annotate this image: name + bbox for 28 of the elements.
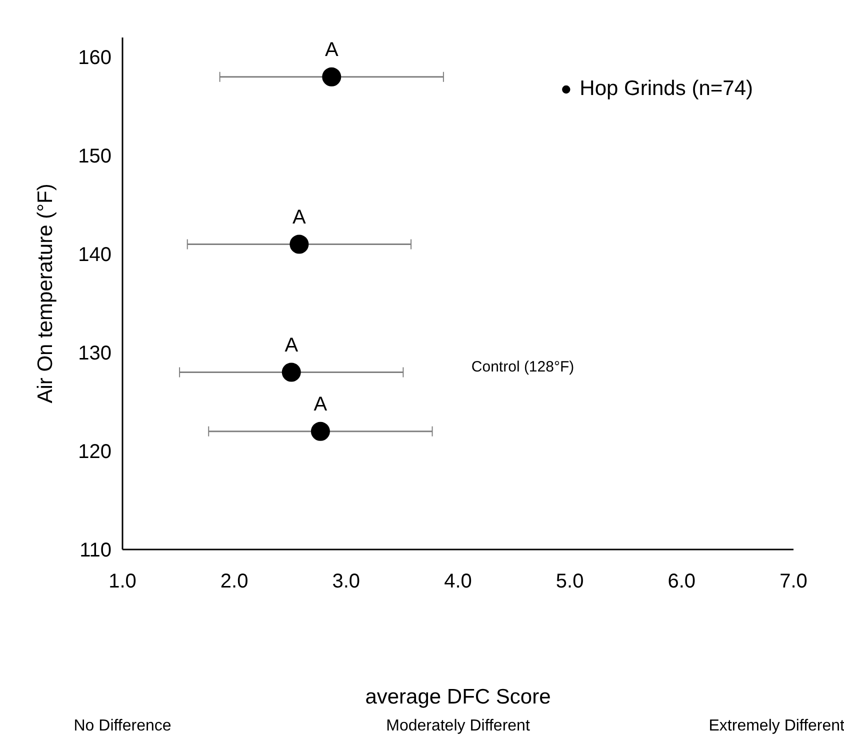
y-tick-label: 110 <box>80 540 112 562</box>
annotation: A <box>314 393 328 416</box>
x-tick-label: 4.0 <box>444 570 472 592</box>
point <box>290 234 309 254</box>
x-tick-label: 6.0 <box>668 570 696 592</box>
x-tick-label: 2.0 <box>220 570 248 592</box>
y-tick-label: 130 <box>78 342 112 365</box>
legend-label: Hop Grinds (n=74) <box>580 77 753 101</box>
annotation: A <box>324 38 339 61</box>
annotation: Control (128°F) <box>471 358 574 376</box>
y-tick-label: 160 <box>78 47 112 70</box>
y-tick-label: 150 <box>78 146 112 168</box>
point <box>282 362 301 382</box>
text: No Difference <box>74 718 172 734</box>
text: Moderately Different <box>386 718 530 734</box>
y-tick-label: 120 <box>78 441 112 464</box>
annotation: A <box>292 206 307 228</box>
x-axis-title: average DFC Score <box>365 686 551 708</box>
point <box>310 422 330 441</box>
point <box>322 67 342 86</box>
x-tick-label: 7.0 <box>780 570 808 592</box>
annotation: A <box>284 334 299 356</box>
y-axis-title: Air On temperature (°F) <box>34 184 58 404</box>
x-tick-label: 5.0 <box>556 570 584 592</box>
x-tick-label: 3.0 <box>332 570 360 592</box>
x-tick-label: 1.0 <box>108 570 136 592</box>
y-tick-label: 140 <box>78 244 112 266</box>
text: Extremely Different <box>708 718 844 734</box>
